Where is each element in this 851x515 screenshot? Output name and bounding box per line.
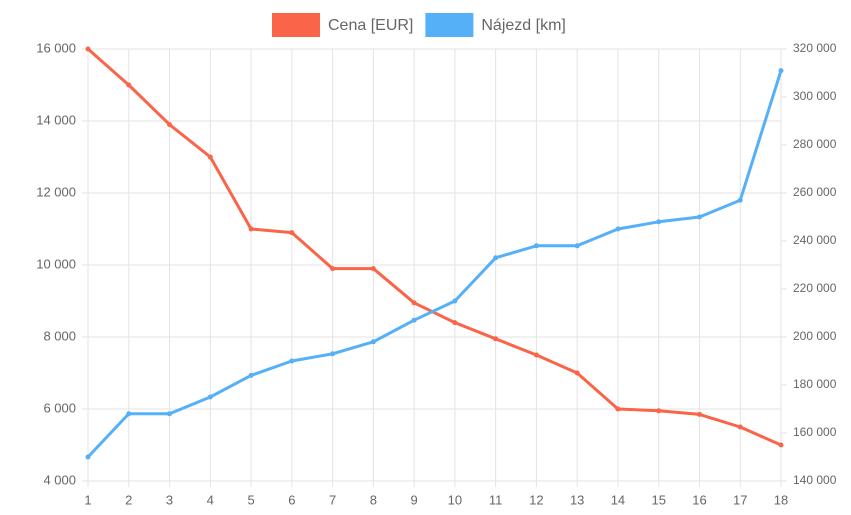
x-tick-label: 17 (733, 492, 747, 507)
data-point (533, 243, 539, 249)
data-point (656, 219, 662, 225)
legend-swatch (272, 13, 320, 37)
data-point (737, 424, 743, 430)
data-point (248, 372, 254, 378)
y2-tick-label: 140 000 (793, 473, 837, 487)
data-point (289, 230, 295, 236)
series-line (86, 70, 783, 459)
y-tick-label: 8 000 (43, 328, 76, 343)
x-tick-label: 10 (448, 492, 462, 507)
legend-label: Nájezd [km] (481, 17, 565, 34)
x-tick-label: 9 (411, 492, 418, 507)
y2-tick-label: 180 000 (793, 377, 837, 391)
data-point (778, 68, 784, 74)
data-point (452, 320, 458, 326)
y-tick-label: 6 000 (43, 400, 76, 415)
x-tick-label: 11 (489, 492, 503, 507)
x-tick-label: 18 (774, 492, 788, 507)
x-tick-label: 14 (611, 492, 625, 507)
x-tick-label: 15 (651, 492, 665, 507)
y2-tick-label: 320 000 (793, 41, 837, 55)
y-tick-label: 12 000 (36, 184, 76, 199)
y-tick-label: 16 000 (36, 40, 76, 55)
y2-tick-label: 220 000 (793, 281, 837, 295)
x-tick-label: 7 (329, 492, 336, 507)
x-tick-label: 5 (247, 492, 254, 507)
data-point (493, 255, 499, 261)
y2-tick-label: 200 000 (793, 329, 837, 343)
data-point (778, 442, 784, 448)
data-point (411, 300, 417, 306)
data-point (330, 351, 336, 357)
data-point (167, 411, 173, 417)
x-tick-label: 6 (288, 492, 295, 507)
data-point (289, 358, 295, 364)
y-tick-label: 10 000 (36, 256, 76, 271)
x-tick-label: 3 (166, 492, 173, 507)
x-tick-label: 1 (84, 492, 91, 507)
data-point (411, 317, 417, 323)
data-point (85, 46, 91, 52)
y2-tick-label: 280 000 (793, 137, 837, 151)
x-tick-label: 12 (529, 492, 543, 507)
y2-tick-label: 300 000 (793, 89, 837, 103)
data-point (696, 214, 702, 220)
x-tick-label: 8 (370, 492, 377, 507)
data-point (615, 406, 621, 412)
data-point (452, 298, 458, 304)
data-point (533, 352, 539, 358)
data-point (126, 411, 132, 417)
series-line (87, 47, 782, 447)
data-point (207, 394, 213, 400)
y2-tick-label: 240 000 (793, 233, 837, 247)
x-tick-label: 2 (125, 492, 132, 507)
y-tick-label: 14 000 (36, 112, 76, 127)
data-point (696, 411, 702, 417)
data-point (574, 243, 580, 249)
y-tick-label: 4 000 (43, 472, 76, 487)
legend-swatch (425, 13, 474, 37)
data-point (493, 336, 499, 342)
x-tick-label: 16 (692, 492, 706, 507)
legend-label: Cena [EUR] (328, 17, 413, 34)
data-point (207, 154, 213, 160)
data-point (370, 339, 376, 345)
data-point (737, 197, 743, 203)
data-point (126, 82, 132, 88)
data-point (85, 454, 91, 460)
data-point (574, 370, 580, 376)
data-point (248, 226, 254, 232)
data-point (615, 226, 621, 232)
data-point (656, 408, 662, 414)
y2-tick-label: 260 000 (793, 185, 837, 199)
data-point (370, 266, 376, 272)
x-tick-label: 4 (207, 492, 214, 507)
data-point (167, 122, 173, 128)
x-tick-label: 13 (570, 492, 584, 507)
y2-tick-label: 160 000 (793, 425, 837, 439)
data-point (330, 266, 336, 272)
